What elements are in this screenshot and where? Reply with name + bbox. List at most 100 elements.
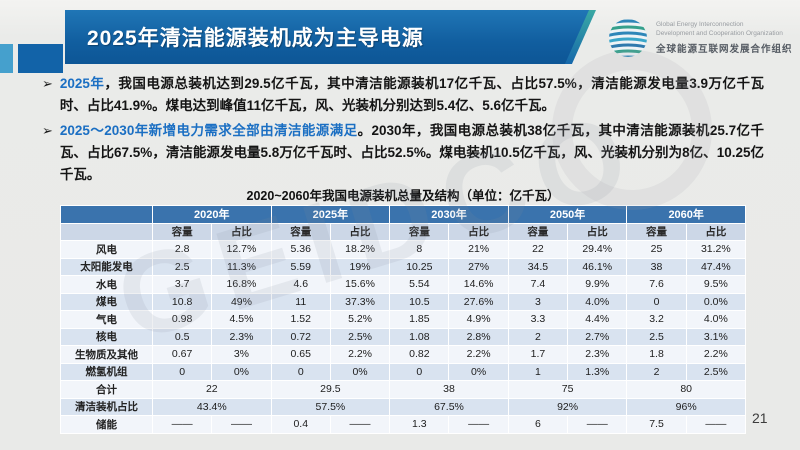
table-row: 生物质及其他 0.67 3% 0.65 2.2% 0.82 2.2% 1.7 2.3% 1.8 2.… [60, 345, 747, 364]
table-row: 合计 22 29.5 38 75 80 [60, 380, 746, 399]
year-column-header: 2030年 [389, 205, 509, 224]
bullet-body: 。2030年，我国电源总装机38亿千瓦，其中清洁能源装机25.7亿千瓦、占比67… [59, 123, 764, 182]
table-cell: 67.5% [389, 397, 509, 416]
bullet-highlight: 2025年 [59, 76, 105, 91]
accent-square-light [0, 44, 13, 73]
bullet-item-2025-2030: ➢ 2025～2030年新增电力需求全部由清洁能源满足。2030年，我国电源总装… [42, 120, 764, 186]
table-cell: —— [567, 415, 628, 434]
table-cell: 4.6 [270, 275, 331, 294]
accent-square-dark [18, 44, 63, 73]
table-row: 水电 3.7 16.8% 4.6 15.6% 5.54 14.6% 7.4 9.9% 7.6 9.5… [60, 275, 747, 294]
year-column-header: 2025年 [270, 205, 391, 224]
table-cell: 1 [507, 362, 569, 381]
row-label: 储能 [60, 415, 153, 434]
row-label: 清洁装机占比 [60, 397, 153, 416]
table-cell: 96% [626, 397, 746, 416]
table-cell: 1.52 [270, 310, 331, 329]
slide-title: 2025年清洁能源装机成为主导电源 [87, 27, 424, 50]
table-cell: 0.67 [151, 345, 213, 364]
sub-column-header: 容量 [151, 222, 213, 241]
row-label: 太阳能发电 [60, 257, 153, 276]
table-cell: 5.54 [389, 275, 450, 294]
table-cell: 3.7 [151, 275, 213, 294]
table-cell: 12.7% [211, 240, 272, 259]
table-cell: 2.5 [151, 257, 213, 276]
table-cell: 0.65 [270, 345, 331, 364]
sub-column-header: 容量 [270, 222, 331, 241]
table-cell: 5.36 [270, 240, 331, 259]
table-cell: 25 [626, 240, 687, 259]
row-label: 煤电 [60, 292, 153, 311]
table-cell: 18.2% [329, 240, 391, 259]
bullet-body: ，我国电源总装机达到29.5亿千瓦，其中清洁能源装机17亿千瓦、占比57.5%，… [59, 76, 764, 113]
bullet-text-2025: 2025年，我国电源总装机达到29.5亿千瓦，其中清洁能源装机17亿千瓦、占比5… [60, 73, 764, 117]
table-cell: 0% [211, 362, 272, 381]
table-cell: 46.1% [567, 257, 628, 276]
bullet-arrow-icon: ➢ [42, 123, 53, 138]
table-row: 风电 2.8 12.7% 5.36 18.2% 8 21% 22 29.4% 25 31.2% [60, 240, 747, 259]
table-cell: 2.5 [626, 327, 687, 346]
row-label: 水电 [60, 275, 153, 294]
table-cell: 6 [507, 415, 569, 434]
table-cell: —— [211, 415, 272, 434]
table-cell: 47.4% [685, 257, 747, 276]
sub-column-header: 占比 [448, 222, 509, 241]
table-row: 气电 0.98 4.5% 1.52 5.2% 1.85 4.9% 3.3 4.4% 3.2 4.0% [60, 310, 747, 329]
table-cell: —— [685, 415, 747, 434]
row-label: 燃氢机组 [60, 362, 153, 381]
table-cell: 9.9% [567, 275, 628, 294]
table-cell: 3% [211, 345, 272, 364]
table-cell: 0.4 [270, 415, 331, 434]
table-cell: 0.82 [389, 345, 450, 364]
table-cell: 0 [270, 362, 331, 381]
table-cell: 29.4% [567, 240, 628, 259]
table-cell: 2.8% [448, 327, 509, 346]
table-cell: 0.0% [685, 292, 747, 311]
globe-icon [609, 19, 647, 57]
table-cell: 3.3 [507, 310, 569, 329]
year-column-header: 2050年 [507, 205, 628, 224]
bullet-text-2025-2030: 2025～2030年新增电力需求全部由清洁能源满足。2030年，我国电源总装机3… [60, 120, 764, 186]
table-cell: 0 [151, 362, 213, 381]
table-header-row-years: 2020年 2025年 2030年 2050年 2060年 [60, 205, 746, 224]
table-cell: 7.5 [626, 415, 687, 434]
org-name-cn: 全球能源互联网发展合作组织 [656, 43, 793, 55]
table-cell: 10.5 [389, 292, 450, 311]
table-cell: 22 [507, 240, 569, 259]
sub-column-header: 容量 [389, 222, 450, 241]
table-cell: 3 [507, 292, 569, 311]
table-cell: 10.25 [389, 257, 450, 276]
table-header-row-sub: 容量 占比 容量 占比 容量 占比 容量 占比 容量 占比 [60, 222, 747, 241]
table-row: 燃氢机组 0 0% 0 0% 0 0% 1 1.3% 2 2.5% [60, 362, 747, 381]
organization-logo: Global Energy Interconnection Developmen… [608, 18, 793, 58]
bullet-arrow-icon: ➢ [42, 76, 53, 91]
table-cell: 4.9% [448, 310, 509, 329]
sub-column-header: 占比 [567, 222, 628, 241]
table-cell: 38 [389, 380, 509, 399]
table-row: 煤电 10.8 49% 11 37.3% 10.5 27.6% 3 4.0% 0 0.0% [60, 292, 747, 311]
table-cell: 0% [448, 362, 509, 381]
table-cell: 19% [329, 257, 391, 276]
table-cell: 5.2% [329, 310, 391, 329]
table-cell: 2.2% [329, 345, 391, 364]
table-cell: 7.4 [507, 275, 569, 294]
table-cell: —— [448, 415, 509, 434]
table-cell: 57.5% [270, 397, 391, 416]
table-cell: 2 [626, 362, 687, 381]
table-cell: 0.98 [151, 310, 213, 329]
table-cell: 1.08 [389, 327, 450, 346]
sub-column-header: 占比 [685, 222, 747, 241]
table-cell: 29.5 [270, 380, 391, 399]
sub-column-header: 容量 [507, 222, 569, 241]
table-row: 清洁装机占比 43.4% 57.5% 67.5% 92% 96% [60, 397, 746, 416]
table-corner-cell [60, 222, 153, 241]
row-label: 风电 [60, 240, 153, 259]
table-cell: 2.2% [685, 345, 747, 364]
table-row: 核电 0.5 2.3% 0.72 2.5% 1.08 2.8% 2 2.7% 2.5 3.1% [60, 327, 747, 346]
table-cell: 37.3% [329, 292, 391, 311]
table-cell: 4.5% [211, 310, 272, 329]
table-cell: 31.2% [685, 240, 747, 259]
table-cell: 11 [270, 292, 331, 311]
table-row: 太阳能发电 2.5 11.3% 5.59 19% 10.25 27% 34.5 46.1% 38 4… [60, 257, 747, 276]
